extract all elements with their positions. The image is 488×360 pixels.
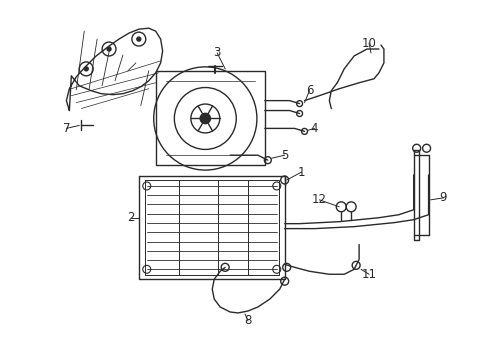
Text: 8: 8 (244, 314, 251, 327)
Text: 5: 5 (281, 149, 288, 162)
Text: 12: 12 (311, 193, 326, 206)
Circle shape (200, 113, 210, 123)
Circle shape (107, 47, 111, 51)
Circle shape (84, 67, 88, 71)
Text: 7: 7 (62, 122, 70, 135)
Text: 11: 11 (361, 268, 376, 281)
Text: 9: 9 (439, 192, 447, 204)
Text: 1: 1 (297, 166, 305, 179)
Text: 6: 6 (305, 84, 313, 97)
Circle shape (137, 37, 141, 41)
Text: 10: 10 (361, 37, 376, 50)
Text: 3: 3 (213, 46, 221, 59)
Text: 4: 4 (310, 122, 318, 135)
Text: 2: 2 (127, 211, 134, 224)
